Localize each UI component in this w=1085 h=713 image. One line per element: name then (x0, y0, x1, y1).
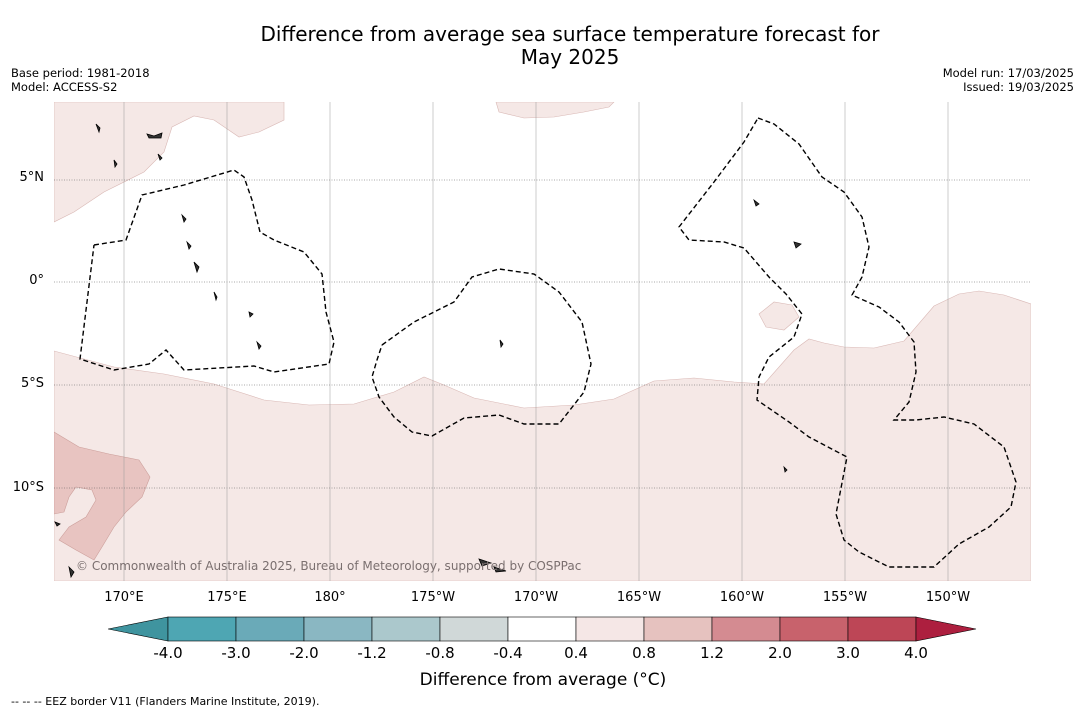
colorbar-segment (779, 616, 849, 642)
lon-label-165w: 165°W (616, 590, 662, 605)
colorbar-segment (235, 616, 305, 642)
cb-tick-2: -2.0 (289, 644, 319, 662)
cb-tick-10: 3.0 (836, 644, 860, 662)
lat-label-5n: 5°N (19, 170, 45, 185)
cb-tick-8: 1.2 (700, 644, 724, 662)
model-run: Model run: 17/03/2025 (942, 66, 1074, 80)
meta-right: Model run: 17/03/2025 Issued: 19/03/2025 (943, 66, 1074, 94)
lon-label-170w: 170°W (513, 590, 559, 605)
meta-left: Base period: 1981-2018 Model: ACCESS-S2 (11, 66, 150, 94)
lon-label-155w: 155°W (822, 590, 868, 605)
sst-anomaly-map (54, 102, 1031, 581)
map-title-line1: Difference from average sea surface temp… (260, 22, 880, 46)
anomaly-region-0.4-0.8-south (54, 290, 1031, 581)
cb-tick-1: -3.0 (221, 644, 251, 662)
lat-label-0: 0° (29, 273, 44, 288)
base-period: Base period: 1981-2018 (11, 66, 150, 80)
colorbar-segment (303, 616, 373, 642)
model-name: Model: ACCESS-S2 (11, 80, 118, 94)
colorbar (108, 616, 977, 642)
eez-legend: -- -- -- EEZ border V11 (Flanders Marine… (11, 695, 320, 708)
graticule-meridians (123, 102, 949, 581)
cb-tick-0: -4.0 (153, 644, 183, 662)
eez-border-east (678, 117, 1017, 568)
cb-tick-11: 4.0 (904, 644, 928, 662)
colorbar-segment (847, 616, 917, 642)
cb-tick-4: -0.8 (425, 644, 455, 662)
colorbar-segment (711, 616, 781, 642)
cb-tick-6: 0.4 (564, 644, 588, 662)
eez-border-central (371, 268, 592, 437)
map-copyright: © Commonwealth of Australia 2025, Bureau… (76, 559, 582, 573)
anomaly-region-0.8-1.2-southwest (54, 431, 151, 561)
colorbar-segment (575, 616, 645, 642)
graticule (54, 179, 1031, 489)
lon-label-180: 180° (314, 590, 346, 605)
anomaly-region-0.4-0.8-north (495, 102, 615, 119)
lon-label-160w: 160°W (719, 590, 765, 605)
islands (54, 123, 802, 579)
anomaly-region-0.4-0.8-patch (758, 301, 800, 331)
lat-label-10s: 10°S (12, 480, 44, 495)
colorbar-extend-low (108, 616, 169, 642)
cb-tick-5: -0.4 (493, 644, 523, 662)
issued-date: Issued: 19/03/2025 (963, 80, 1074, 94)
colorbar-extend-high (915, 616, 977, 642)
lat-label-5s: 5°S (20, 376, 44, 391)
lon-label-150w: 150°W (925, 590, 971, 605)
colorbar-segment (643, 616, 713, 642)
map-title-line2: May 2025 (520, 45, 620, 69)
colorbar-segment (507, 616, 577, 642)
cb-tick-9: 2.0 (768, 644, 792, 662)
colorbar-segment (439, 616, 509, 642)
cb-tick-7: 0.8 (632, 644, 656, 662)
colorbar-segment (371, 616, 441, 642)
cb-tick-3: -1.2 (357, 644, 387, 662)
lon-label-175w: 175°W (410, 590, 456, 605)
colorbar-segment (167, 616, 237, 642)
lon-label-170e: 170°E (104, 590, 144, 605)
colorbar-label: Difference from average (°C) (419, 670, 667, 690)
eez-borders (79, 117, 1017, 568)
anomaly-region-0.4-0.8-northwest (54, 102, 285, 223)
lon-label-175e: 175°E (207, 590, 247, 605)
